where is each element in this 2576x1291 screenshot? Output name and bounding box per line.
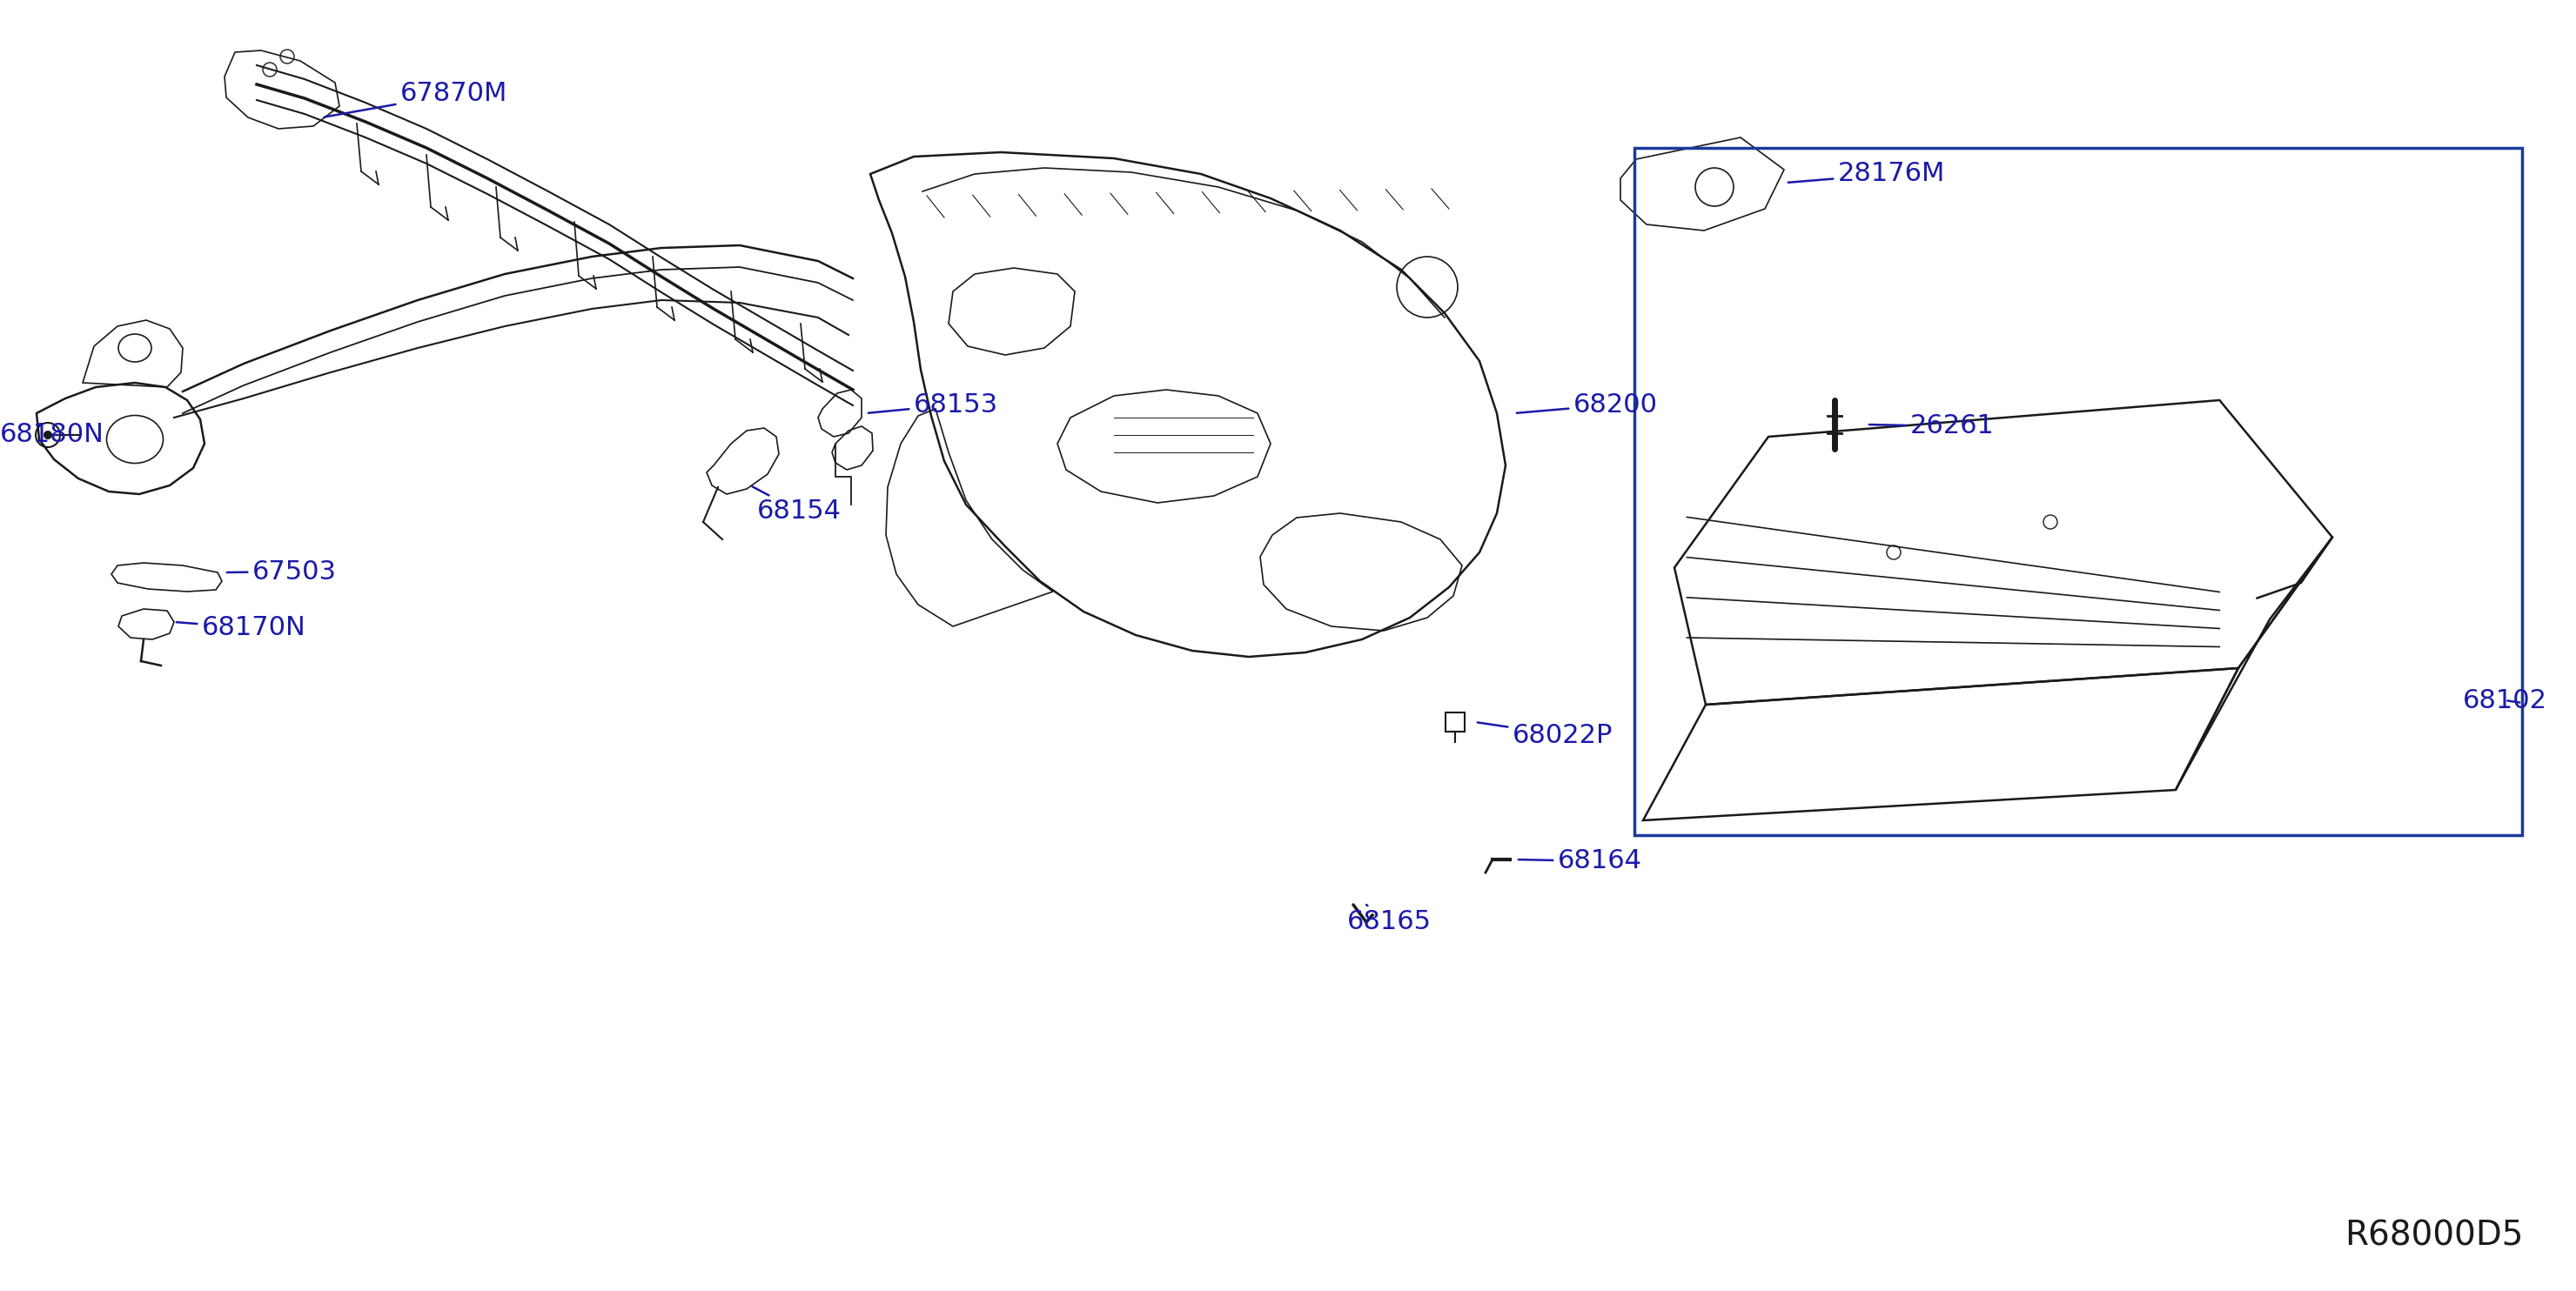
Text: R68000D5: R68000D5 (2344, 1220, 2524, 1252)
Text: 68153: 68153 (868, 392, 999, 417)
Circle shape (44, 431, 52, 439)
Text: 68170N: 68170N (178, 616, 307, 640)
Bar (1633, 148, 2522, 835)
Text: 68165: 68165 (1347, 905, 1432, 935)
Text: 68102: 68102 (2463, 688, 2548, 713)
Text: 26261: 26261 (1870, 413, 1994, 439)
Text: 68180N: 68180N (0, 422, 103, 448)
Text: 68022P: 68022P (1479, 723, 1613, 747)
Text: 67503: 67503 (227, 559, 337, 584)
Text: 68200: 68200 (1517, 392, 1659, 417)
Bar (1445, 713, 1466, 732)
Text: 67870M: 67870M (325, 81, 507, 117)
Text: 28176M: 28176M (1788, 161, 1945, 187)
Text: 68164: 68164 (1517, 848, 1643, 874)
Text: 68154: 68154 (752, 487, 842, 524)
